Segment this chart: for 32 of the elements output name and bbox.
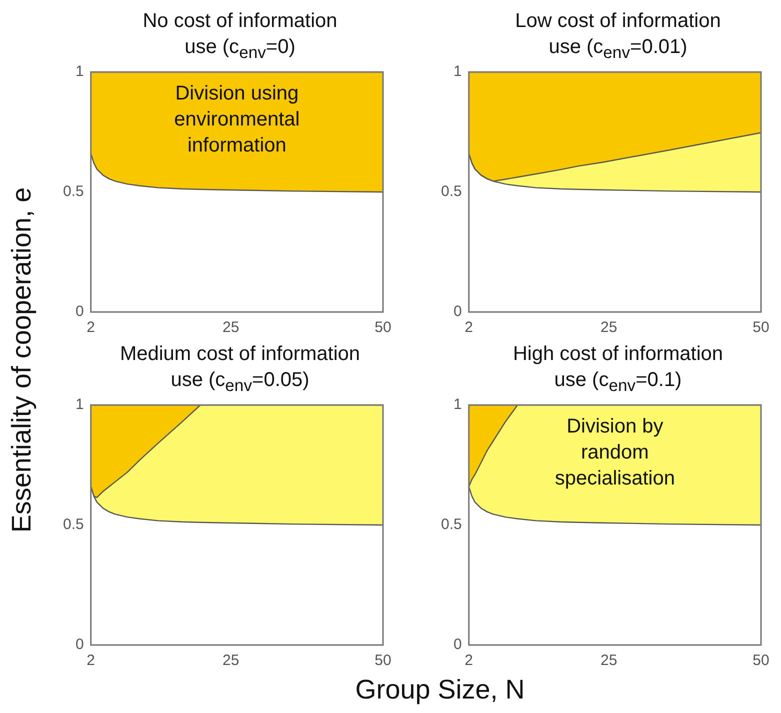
x-axis-title: Group Size, N xyxy=(355,674,525,706)
x-tick-label: 50 xyxy=(374,319,392,336)
x-tick-label: 25 xyxy=(222,652,240,670)
x-tick-label: 2 xyxy=(464,652,474,670)
chart-title: No cost of information use (c$_{env}$=0) xyxy=(142,9,338,64)
chart-title: Medium cost of information use (c$_{env}$=0.05) xyxy=(118,342,362,397)
x-tick-label: 2 xyxy=(86,652,96,670)
chart-title: Low cost of information use (c$_{env}$=0.01) xyxy=(514,9,722,64)
x-tick-label: 50 xyxy=(752,319,770,336)
y-tick-label: 0 xyxy=(76,303,84,320)
x-tick-label: 2 xyxy=(464,319,474,336)
y-tick-label: 0 xyxy=(76,636,84,654)
x-tick-label: 25 xyxy=(600,652,618,670)
x-tick-label: 25 xyxy=(222,319,240,336)
y-axis-title: Essentiality of cooperation, e xyxy=(6,187,38,533)
x-tick-label: 50 xyxy=(752,652,770,670)
annotation: Division using environmental information xyxy=(174,82,300,157)
x-tick-label: 50 xyxy=(374,652,392,670)
y-tick-label: 0.5 xyxy=(62,183,84,200)
y-tick-label: 0.5 xyxy=(62,516,84,534)
annotation: Division by random specialisation xyxy=(554,416,675,490)
chart-title: High cost of information use (c$_{env}$=0.1) xyxy=(512,342,724,397)
x-tick-label: 25 xyxy=(600,319,618,336)
y-tick-label: 1 xyxy=(76,396,84,414)
y-tick-label: 0 xyxy=(454,636,462,654)
y-tick-label: 0.5 xyxy=(440,516,462,534)
y-tick-label: 0 xyxy=(454,303,462,320)
y-tick-label: 0.5 xyxy=(440,183,462,200)
y-tick-label: 1 xyxy=(454,63,462,80)
x-tick-label: 2 xyxy=(86,319,96,336)
y-tick-label: 1 xyxy=(454,396,462,414)
y-tick-label: 1 xyxy=(76,63,84,80)
